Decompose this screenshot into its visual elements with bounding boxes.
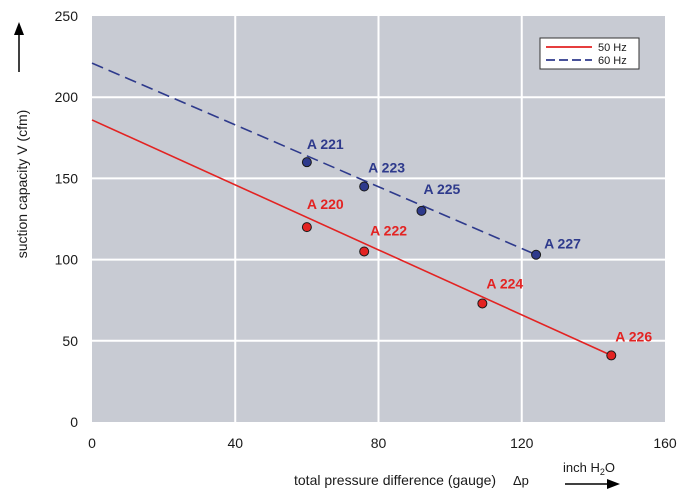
y-tick-label: 50 — [62, 333, 78, 349]
legend-entry: 50 Hz — [598, 42, 627, 54]
series-50-hz: A 220 A 222 A 224 A 226 — [91, 119, 652, 361]
x-axis-label: total pressure difference (gauge) — [294, 472, 496, 488]
y-tick-label: 250 — [55, 8, 79, 24]
y-tick-labels: 0 50 100 150 200 250 — [55, 8, 79, 430]
legend-box — [539, 37, 640, 70]
series-line — [91, 119, 612, 357]
y-tick-label: 150 — [55, 170, 79, 186]
data-point — [301, 222, 312, 233]
x-tick-label: 0 — [88, 435, 96, 451]
data-label: A 223 — [368, 160, 405, 176]
x-tick-labels: 0 40 80 120 160 — [88, 435, 677, 451]
data-label: A 226 — [615, 328, 652, 344]
series: A 220 A 222 A 224 A 226 A 221 A 223 A 225 A 227 — [91, 62, 652, 361]
data-label: A 221 — [307, 136, 344, 152]
data-point — [477, 298, 488, 309]
data-label: A 227 — [544, 236, 581, 252]
y-axis-label: suction capacity V (cfm) — [14, 110, 30, 259]
x-tick-label: 80 — [371, 435, 387, 451]
y-tick-label: 100 — [55, 252, 79, 268]
x-tick-label: 120 — [510, 435, 534, 451]
data-point — [606, 350, 617, 361]
x-tick-label: 160 — [653, 435, 677, 451]
y-axis-arrow-icon — [14, 22, 24, 72]
legend-entry: 60 Hz — [598, 55, 627, 67]
data-point — [416, 205, 427, 216]
data-point — [531, 249, 542, 260]
y-tick-label: 200 — [55, 89, 79, 105]
data-point — [359, 181, 370, 192]
x-axis-symbol: Δp — [513, 473, 529, 488]
data-label: A 224 — [486, 275, 523, 291]
data-label: A 225 — [423, 181, 460, 197]
data-label: A 220 — [307, 196, 344, 212]
series-60-hz: A 221 A 223 A 225 A 227 — [91, 62, 581, 260]
data-point — [301, 157, 312, 168]
x-axis-arrow-icon — [565, 479, 620, 489]
grid — [92, 16, 665, 422]
data-point — [359, 246, 370, 257]
x-tick-label: 40 — [227, 435, 243, 451]
y-tick-label: 0 — [70, 414, 78, 430]
x-axis-unit: inch H2O — [563, 460, 615, 477]
series-line — [91, 62, 537, 256]
data-label: A 222 — [370, 222, 407, 238]
